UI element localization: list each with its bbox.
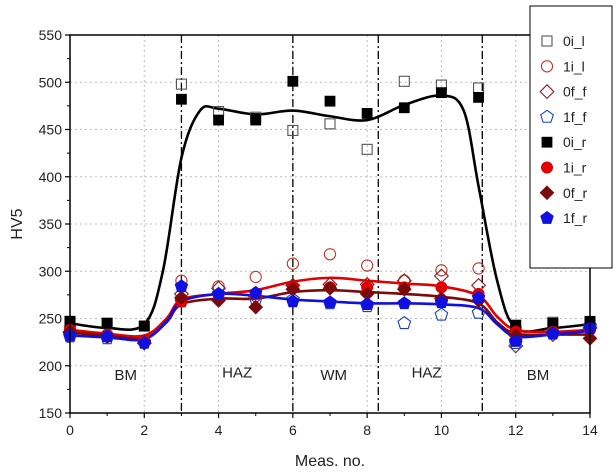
legend-label: 0f_f (563, 84, 586, 100)
legend-marker-1i_r (541, 161, 554, 174)
data-point-0f_r (322, 280, 338, 296)
x-tick-label: 12 (508, 422, 524, 438)
legend-label: 0i_r (563, 134, 587, 150)
legend-label: 1i_l (563, 58, 585, 74)
legend-label: 0i_l (563, 33, 585, 49)
data-point-1f_r (174, 279, 189, 293)
zone-label: BM (114, 367, 137, 384)
data-point-0f_r (248, 299, 264, 315)
data-point-0i_r (361, 108, 373, 119)
data-point-0i_r (436, 87, 447, 99)
legend-marker-0f_r (539, 185, 555, 201)
zone-label: HAZ (222, 364, 252, 381)
zone-label: BM (527, 367, 550, 384)
data-point-0i_r (213, 114, 224, 126)
zone-label: HAZ (412, 364, 442, 381)
x-tick-label: 0 (66, 422, 74, 438)
data-point-1i_l (249, 270, 262, 284)
data-point-0i_l (398, 75, 410, 87)
y-tick-label: 450 (39, 122, 63, 138)
data-point-1f_r (211, 286, 226, 300)
legend: 0i_l 1i_l 0f_f 1f_f 0i_r 1i_r 0f_r 1f_r (529, 5, 613, 269)
data-point-1f_r (248, 285, 263, 299)
x-tick-label: 6 (289, 422, 297, 438)
legend-label: 0f_r (563, 185, 587, 201)
y-tick-label: 500 (39, 74, 63, 90)
data-point-0i_r (176, 93, 187, 105)
data-point-0i_r (287, 75, 299, 87)
x-tick-label: 14 (582, 422, 598, 438)
y-tick-label: 150 (39, 405, 63, 421)
data-point-1f_r (137, 335, 152, 349)
data-point-1f_r (434, 295, 449, 309)
data-point-1f_r (286, 294, 300, 308)
y-tick-label: 350 (39, 216, 63, 232)
y-tick-label: 300 (39, 263, 63, 279)
legend-label: 1i_r (563, 160, 587, 176)
y-tick-label: 250 (39, 311, 63, 327)
x-tick-label: 10 (434, 422, 450, 438)
data-markers (62, 75, 598, 354)
y-tick-label: 550 (39, 27, 63, 43)
data-point-1f_r (360, 297, 374, 311)
data-point-0i_l (175, 78, 187, 90)
data-point-1f_r (471, 290, 486, 304)
data-point-1i_r (435, 281, 448, 294)
zone-label: WM (320, 367, 347, 384)
legend-marker-1f_r (540, 211, 554, 224)
legend-marker-0i_r (541, 136, 553, 148)
legend-label: 1f_f (563, 109, 586, 125)
data-point-0i_r (473, 91, 484, 103)
data-point-1i_l (472, 262, 485, 275)
data-point-1f_r (508, 334, 523, 347)
data-point-1f_f (434, 307, 449, 321)
legend-label: 1f_r (563, 210, 587, 226)
data-point-0i_l (361, 143, 373, 155)
x-tick-label: 8 (363, 422, 371, 438)
legend-marker-1i_l (540, 60, 554, 73)
legend-marker-0f_f (539, 84, 555, 100)
data-point-1f_f (397, 315, 412, 330)
x-axis-title: Meas. no. (295, 453, 365, 470)
data-point-0i_r (138, 320, 150, 332)
data-point-1f_r (397, 296, 412, 310)
data-point-1f_r (323, 295, 337, 309)
data-point-0f_r (396, 281, 412, 297)
data-point-0i_l (324, 118, 336, 130)
data-point-1f_r (546, 326, 560, 340)
data-point-1f_f (471, 305, 486, 319)
data-point-1f_r (100, 329, 114, 343)
data-point-1i_l (435, 264, 448, 277)
data-point-1i_l (286, 257, 300, 270)
y-tick-label: 200 (39, 358, 63, 374)
axes: 0 2 4 6 8 10 12 14 150 200 250 300 350 400 450 500 550 (39, 27, 598, 438)
data-point-1i_l (360, 259, 374, 272)
fit-curve (69, 94, 591, 333)
data-point-0i_r (101, 317, 113, 329)
y-axis-title: HV5 (9, 208, 26, 239)
data-point-0i_l (287, 124, 299, 136)
data-point-0i_r (324, 95, 336, 107)
x-tick-label: 2 (140, 422, 148, 438)
legend-marker-0i_l (541, 35, 553, 47)
y-tick-label: 400 (39, 169, 63, 185)
data-point-0f_r (174, 290, 189, 306)
x-tick-label: 4 (215, 422, 223, 438)
zone-boundaries: BM HAZ WM HAZ BM (114, 35, 549, 413)
data-point-0i_r (398, 102, 410, 114)
legend-marker-1f_f (540, 109, 554, 123)
data-point-0i_r (250, 114, 262, 126)
data-point-1i_l (323, 248, 337, 261)
